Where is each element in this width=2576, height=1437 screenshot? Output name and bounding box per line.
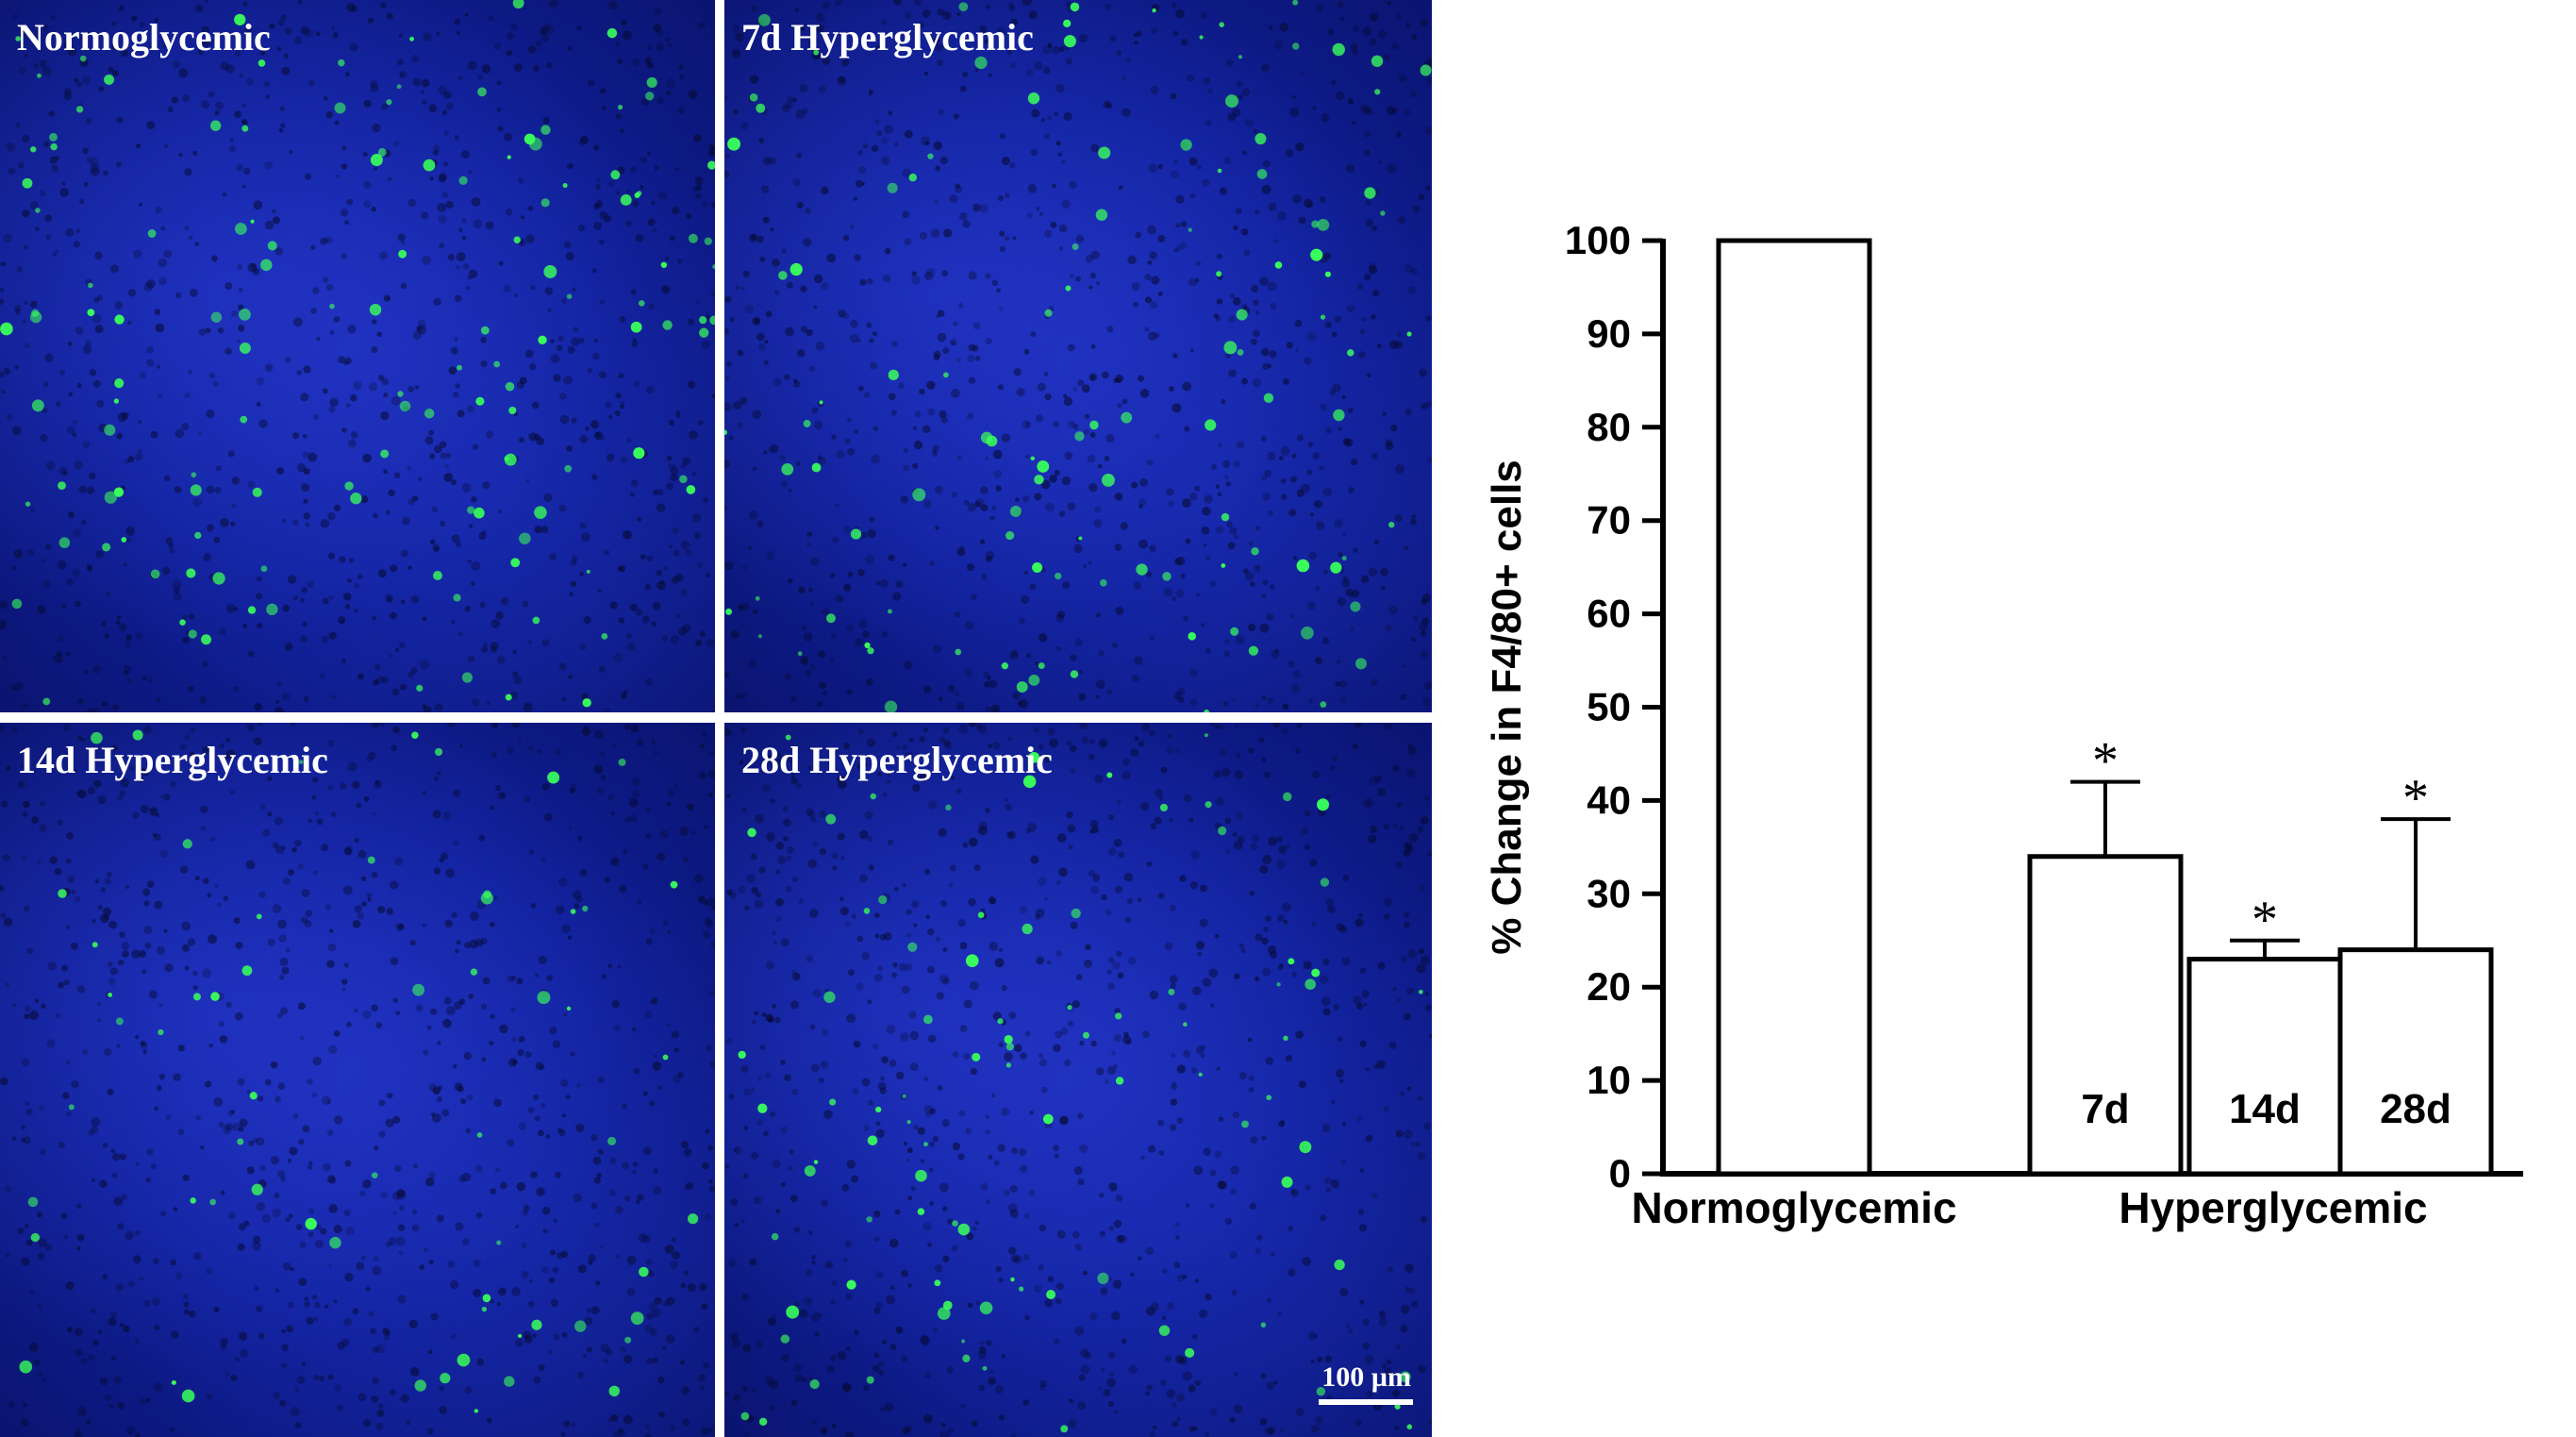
y-tick-label: 20 [1587,964,1631,1009]
significance-star: * [2402,769,2429,827]
bar-label: 28d [2380,1086,2451,1132]
group-label: Hyperglycemic [2119,1183,2427,1232]
y-tick-label: 40 [1587,777,1631,822]
significance-star: * [2252,891,2278,949]
y-tick-label: 70 [1587,498,1631,543]
fluorescence-image [0,0,715,712]
y-tick-label: 90 [1587,311,1631,356]
y-tick-label: 60 [1587,592,1631,636]
fluorescence-image [724,0,1432,712]
bar [2186,957,2343,1177]
y-tick-label: 30 [1587,871,1631,915]
panel-label: 28d Hyperglycemic [741,739,1053,781]
microscopy-panel-normoglycemic: Normoglycemic [0,0,715,712]
microscopy-panel-14d: 14d Hyperglycemic [0,723,715,1437]
y-tick-label: 80 [1587,405,1631,449]
scale-bar-label: 100 µm [1321,1362,1411,1393]
scale-bar [1319,1399,1413,1405]
panel-label: 14d Hyperglycemic [17,739,328,781]
y-tick-label: 10 [1587,1058,1631,1102]
y-axis-label: % Change in F4/80+ cells [1484,460,1530,955]
fluorescence-image [724,723,1432,1437]
y-tick-label: 100 [1565,218,1631,262]
bar-chart: 0 10 20 30 40 50 60 70 80 90 100 % Change in F4/80+… [1484,218,2523,1232]
panel-label: Normoglycemic [17,16,271,58]
y-tick-label: 50 [1587,685,1631,729]
bar [2337,947,2494,1177]
bar [1716,238,1872,1177]
group-label: Normoglycemic [1631,1183,1956,1232]
significance-star: * [2092,732,2119,791]
microscopy-panel-28d: 28d Hyperglycemic 100 µm [724,723,1432,1437]
fluorescence-image [0,723,715,1437]
bar-label: 7d [2081,1086,2129,1132]
bar-label: 14d [2229,1086,2301,1132]
microscopy-panel-7d: 7d Hyperglycemic [724,0,1432,712]
y-tick-label: 0 [1609,1151,1631,1195]
panel-label: 7d Hyperglycemic [741,16,1034,58]
